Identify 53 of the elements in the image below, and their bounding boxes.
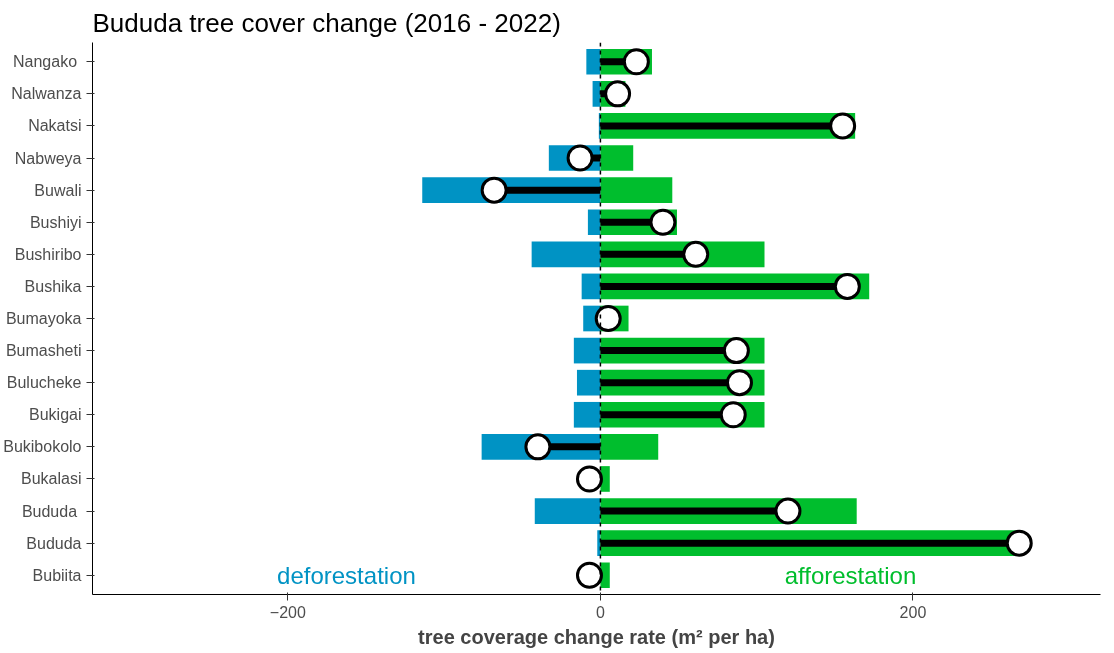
bar — [600, 177, 673, 203]
point — [774, 497, 802, 525]
point — [604, 80, 632, 108]
x-tick-label: −200 — [269, 603, 306, 621]
y-tick-label: Bubiita — [32, 566, 82, 584]
point — [524, 433, 552, 461]
bar — [581, 273, 601, 300]
y-tick-label: Bududa — [26, 534, 82, 552]
point — [622, 48, 650, 76]
y-tick-label: Nabweya — [14, 149, 82, 167]
bar — [600, 434, 659, 460]
bar — [586, 48, 601, 75]
y-tick-label: Bushiribo — [14, 245, 82, 263]
y-tick-label: Nalwanza — [11, 85, 82, 103]
y-tick-label: Bulucheke — [6, 374, 82, 392]
y-tick-label: Bukibokolo — [3, 438, 82, 456]
y-tick-label: Nangako — [13, 53, 78, 71]
bar — [592, 81, 601, 107]
point — [722, 337, 750, 365]
y-tick-label: Bukigai — [29, 406, 82, 424]
y-tick-label: Bumasheti — [5, 342, 82, 360]
point — [1005, 529, 1033, 557]
bar — [573, 337, 601, 364]
point — [833, 272, 861, 300]
point — [575, 465, 603, 493]
bar — [573, 401, 601, 428]
point — [480, 176, 508, 204]
point — [575, 561, 603, 589]
bar — [531, 241, 601, 268]
point — [719, 401, 747, 429]
y-tick-label: Bumayoka — [5, 310, 82, 327]
bar — [600, 145, 634, 171]
point — [682, 240, 710, 268]
point — [594, 305, 622, 332]
bar — [587, 209, 601, 236]
chart-title: Bududa tree cover change (2016 - 2022) — [92, 7, 561, 38]
x-tick-label: 0 — [595, 603, 605, 621]
bar — [576, 369, 601, 396]
point — [726, 369, 753, 397]
bar — [534, 498, 601, 524]
x-tick-label: 200 — [899, 603, 927, 621]
text: deforestation — [277, 561, 416, 589]
x-axis-title: tree coverage change rate (m² per ha) — [418, 625, 775, 648]
y-tick-label: Nakatsi — [28, 117, 82, 135]
point — [566, 144, 594, 172]
y-tick-label: Bududa — [21, 502, 78, 520]
y-tick-label: Bushiyi — [29, 213, 82, 231]
y-tick-label: Buwali — [34, 181, 82, 199]
y-tick-label: Bushika — [24, 277, 82, 295]
point — [649, 208, 677, 236]
point — [829, 112, 857, 140]
series-label: afforestation — [784, 561, 917, 589]
y-tick-label: Bukalasi — [21, 470, 82, 488]
